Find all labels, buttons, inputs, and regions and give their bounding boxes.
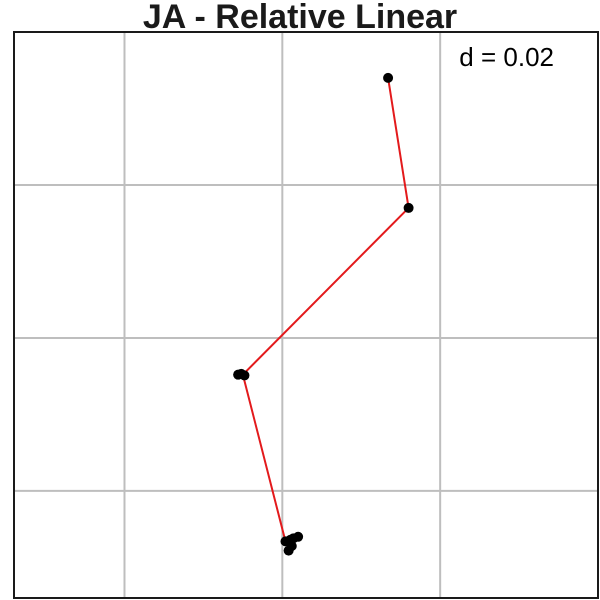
path-layer (241, 77, 410, 542)
data-point (236, 368, 247, 379)
data-point (286, 540, 297, 551)
trajectory-line (241, 77, 410, 542)
chart-title: JA - Relative Linear (143, 0, 457, 36)
data-point (293, 531, 304, 542)
data-point (383, 72, 394, 83)
data-point (403, 202, 414, 213)
d-value-annotation: d = 0.02 (459, 42, 554, 72)
point-layer (233, 72, 414, 556)
plot-border (13, 31, 599, 599)
